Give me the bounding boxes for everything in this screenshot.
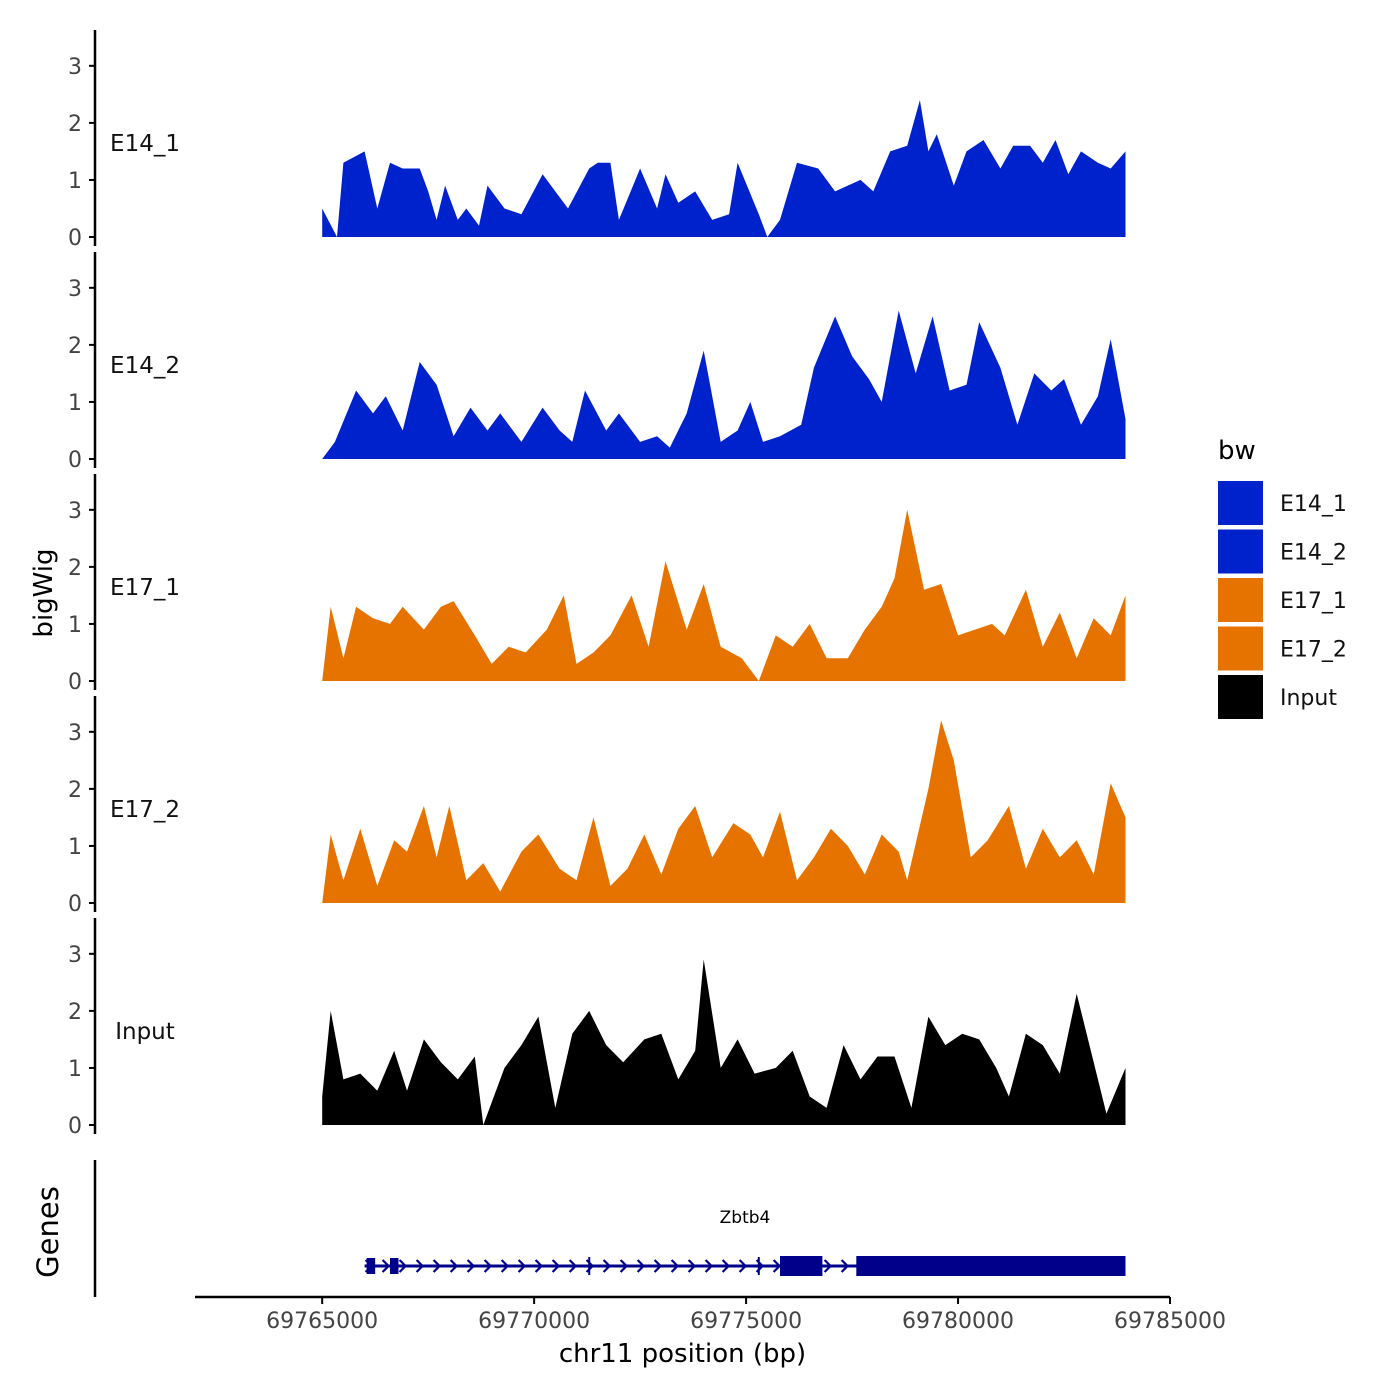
y-tick-label-e14-1-2: 2 bbox=[68, 112, 82, 137]
strand-arrow bbox=[772, 1259, 782, 1273]
y-tick-label-input-3: 3 bbox=[68, 943, 82, 968]
y-tick-label-e14-1-1: 1 bbox=[68, 169, 82, 194]
panel-input: 0 1 2 3 Input bbox=[68, 918, 1126, 1139]
strand-arrow bbox=[449, 1259, 459, 1273]
legend-label-input: Input bbox=[1280, 686, 1337, 711]
legend-swatch-e14-1 bbox=[1218, 481, 1263, 525]
strand-arrow bbox=[840, 1259, 850, 1273]
signal-area-input bbox=[322, 959, 1126, 1125]
track-panels: 0 1 2 3 E14_1 0 1 2 3 E14_2 0 1 2 3 E17_1 0 1 2 3 E17_2 0 1 2 3… bbox=[68, 30, 1126, 1139]
y-tick-label-e14-1-3: 3 bbox=[68, 55, 82, 80]
panel-e17-1: 0 1 2 3 E17_1 bbox=[68, 474, 1126, 695]
y-tick-label-e17-1-0: 0 bbox=[68, 670, 82, 695]
strand-arrow bbox=[619, 1259, 629, 1273]
y-tick-label-e17-1-2: 2 bbox=[68, 556, 82, 581]
gene-exon bbox=[366, 1258, 376, 1274]
x-tick-label-69765000: 69765000 bbox=[266, 1309, 378, 1334]
y-tick-label-e17-2-1: 1 bbox=[68, 835, 82, 860]
signal-area-e17-1 bbox=[322, 509, 1126, 681]
panel-label-e14-1: E14_1 bbox=[110, 131, 180, 157]
signal-area-e14-2 bbox=[322, 310, 1126, 459]
strand-arrow bbox=[653, 1259, 663, 1273]
legend-label-e14-1: E14_1 bbox=[1280, 492, 1347, 517]
y-tick-label-e14-2-1: 1 bbox=[68, 391, 82, 416]
legend: bw E14_1 E14_2 E17_1 E17_2 Input bbox=[1218, 436, 1347, 719]
gene-model bbox=[364, 1256, 1126, 1276]
strand-arrow bbox=[704, 1259, 714, 1273]
legend-title: bw bbox=[1218, 436, 1256, 466]
x-tick-label-69770000: 69770000 bbox=[478, 1309, 590, 1334]
x-tick-label-69780000: 69780000 bbox=[902, 1309, 1014, 1334]
gene-name-label: Zbtb4 bbox=[720, 1208, 771, 1228]
gene-track: Genes Zbtb4 bbox=[31, 1160, 1126, 1297]
strand-arrow bbox=[636, 1259, 646, 1273]
y-tick-label-e14-2-3: 3 bbox=[68, 277, 82, 302]
y-tick-label-e14-2-0: 0 bbox=[68, 448, 82, 473]
y-axis-title: bigWig bbox=[29, 548, 59, 637]
gene-exon bbox=[390, 1258, 399, 1274]
strand-arrow bbox=[432, 1259, 442, 1273]
legend-swatch-e14-2 bbox=[1218, 529, 1263, 574]
y-tick-label-e17-2-0: 0 bbox=[68, 892, 82, 917]
genes-track-label: Genes bbox=[31, 1186, 65, 1278]
strand-arrow bbox=[466, 1259, 476, 1273]
strand-arrow bbox=[687, 1259, 697, 1273]
legend-swatch-e17-2 bbox=[1218, 626, 1263, 671]
legend-label-e17-2: E17_2 bbox=[1280, 638, 1347, 663]
panel-label-e17-2: E17_2 bbox=[110, 797, 180, 823]
strand-arrow bbox=[670, 1259, 680, 1273]
panel-label-e14-2: E14_2 bbox=[110, 353, 180, 379]
x-tick-label-69785000: 69785000 bbox=[1114, 1309, 1226, 1334]
strand-arrow bbox=[551, 1259, 561, 1273]
signal-area-e14-1 bbox=[322, 100, 1126, 237]
legend-label-e14-2: E14_2 bbox=[1280, 541, 1347, 566]
strand-arrow bbox=[823, 1259, 833, 1273]
strand-arrow bbox=[500, 1259, 510, 1273]
panel-e14-2: 0 1 2 3 E14_2 bbox=[68, 252, 1126, 473]
gene-exon bbox=[856, 1256, 1126, 1276]
strand-arrow bbox=[517, 1259, 527, 1273]
y-tick-label-input-2: 2 bbox=[68, 1000, 82, 1025]
signal-area-e17-2 bbox=[322, 720, 1126, 903]
y-tick-label-e17-1-1: 1 bbox=[68, 613, 82, 638]
legend-swatch-input bbox=[1218, 675, 1263, 719]
strand-arrow bbox=[568, 1259, 578, 1273]
legend-swatch-e17-1 bbox=[1218, 578, 1263, 622]
x-axis-title: chr11 position (bp) bbox=[559, 1339, 806, 1369]
strand-arrow bbox=[398, 1259, 408, 1273]
strand-arrow bbox=[381, 1259, 391, 1273]
gene-exon bbox=[780, 1256, 823, 1276]
strand-arrow bbox=[415, 1259, 425, 1273]
strand-arrow bbox=[721, 1259, 731, 1273]
panel-label-e17-1: E17_1 bbox=[110, 575, 180, 601]
y-tick-label-input-0: 0 bbox=[68, 1114, 82, 1139]
legend-label-e17-1: E17_1 bbox=[1280, 589, 1347, 614]
y-tick-label-e17-2-3: 3 bbox=[68, 721, 82, 746]
y-tick-label-e17-2-2: 2 bbox=[68, 778, 82, 803]
strand-arrow bbox=[738, 1259, 748, 1273]
panel-e17-2: 0 1 2 3 E17_2 bbox=[68, 696, 1126, 917]
y-tick-label-e14-2-2: 2 bbox=[68, 334, 82, 359]
y-tick-label-e17-1-3: 3 bbox=[68, 499, 82, 524]
x-axis: chr11 position (bp) 69765000 69770000 6977… bbox=[195, 1295, 1226, 1369]
strand-arrow bbox=[602, 1259, 612, 1273]
y-tick-label-input-1: 1 bbox=[68, 1057, 82, 1082]
strand-arrow bbox=[483, 1259, 493, 1273]
y-tick-label-e14-1-0: 0 bbox=[68, 226, 82, 251]
strand-arrow bbox=[534, 1259, 544, 1273]
panel-e14-1: 0 1 2 3 E14_1 bbox=[68, 30, 1126, 251]
x-tick-label-69775000: 69775000 bbox=[690, 1309, 802, 1334]
panel-label-input: Input bbox=[115, 1019, 175, 1045]
